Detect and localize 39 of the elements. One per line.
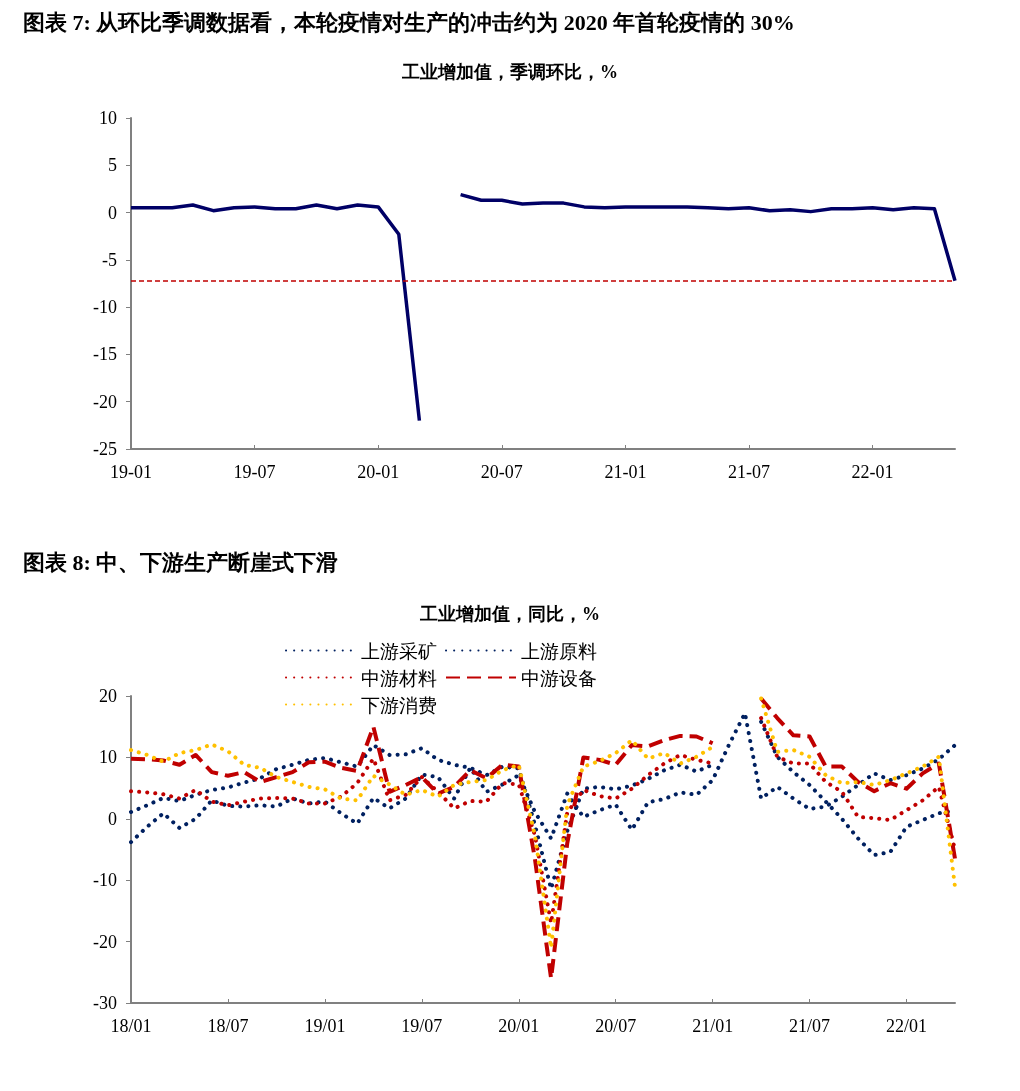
x-tick-label: 22/01: [886, 1016, 928, 1036]
x-tick-label: 21-07: [728, 462, 770, 482]
y-tick-label: -20: [93, 931, 117, 952]
y-tick-label: 0: [108, 202, 117, 223]
x-tick-label: 19-01: [110, 462, 152, 482]
y-tick-label: -30: [93, 993, 117, 1013]
x-tick-label: 21/07: [789, 1016, 831, 1036]
y-tick-label: -15: [93, 344, 117, 365]
y-tick-label: 5: [108, 155, 117, 176]
legend-label: 中游设备: [521, 666, 597, 689]
y-tick-label: 20: [99, 686, 117, 706]
x-tick-label: 20-07: [480, 462, 523, 482]
x-tick-label: 19/07: [401, 1016, 443, 1036]
legend-label: 上游原料: [521, 639, 597, 662]
chart-subtitle: 工业增加值，同比，%: [419, 604, 600, 624]
chart-subtitle: 工业增加值，季调环比，%: [401, 62, 618, 82]
x-tick-label: 19-07: [233, 462, 276, 482]
x-tick-label: 20/01: [498, 1016, 540, 1036]
y-tick-label: -20: [93, 391, 117, 412]
x-tick-label: 21/01: [692, 1016, 734, 1036]
y-tick-label: 10: [99, 747, 117, 768]
x-tick-label: 20-01: [357, 462, 400, 482]
y-tick-label: 0: [108, 808, 117, 829]
y-tick-label: -10: [93, 297, 117, 318]
y-tick-label: -25: [93, 439, 117, 459]
x-tick-label: 18/01: [110, 1016, 152, 1036]
chart-title: 图表 8: 中、下游生产断崖式下滑: [23, 549, 339, 575]
y-tick-label: -5: [102, 249, 117, 270]
y-tick-label: 10: [99, 108, 117, 128]
x-tick-label: 20/07: [595, 1016, 637, 1036]
y-tick-label: -10: [93, 870, 117, 891]
x-tick-label: 19/01: [304, 1016, 346, 1036]
legend-label: 下游消费: [361, 693, 437, 716]
legend-label: 中游材料: [361, 666, 437, 689]
x-tick-label: 18/07: [207, 1016, 249, 1036]
legend-label: 上游采矿: [361, 639, 437, 662]
chart-title: 图表 7: 从环比季调数据看，本轮疫情对生产的冲击约为 2020 年首轮疫情的 30%: [23, 9, 795, 35]
x-tick-label: 21-01: [604, 462, 647, 482]
x-tick-label: 22-01: [851, 462, 894, 482]
